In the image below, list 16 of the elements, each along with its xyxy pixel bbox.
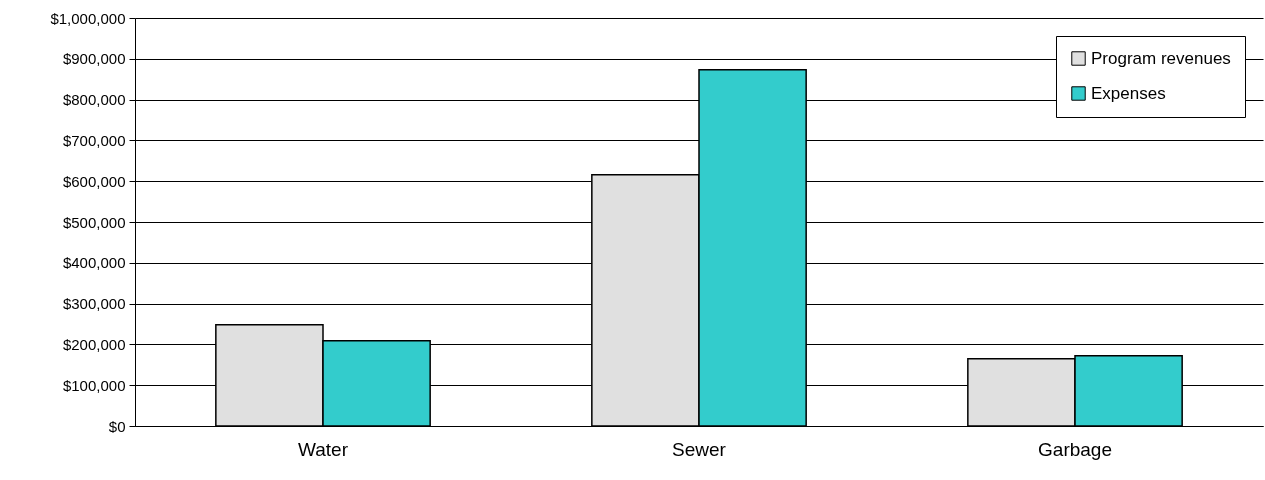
legend-label: Program revenues xyxy=(1091,48,1231,68)
y-tick-label: $1,000,000 xyxy=(50,9,126,27)
x-tick-label: Garbage xyxy=(1038,438,1112,460)
y-tick-label: $500,000 xyxy=(62,213,126,231)
y-tick-label: $900,000 xyxy=(62,50,126,68)
y-tick-label: $100,000 xyxy=(62,376,126,394)
legend-label: Expenses xyxy=(1091,83,1166,103)
y-tick-label: $700,000 xyxy=(62,131,126,149)
y-tick-label: $800,000 xyxy=(62,91,126,109)
y-tick-label: $400,000 xyxy=(62,254,126,272)
y-tick-label: $600,000 xyxy=(62,172,126,190)
x-tick-label: Sewer xyxy=(672,438,727,460)
y-tick-label: $0 xyxy=(108,417,126,435)
y-tick-label: $200,000 xyxy=(62,335,126,353)
y-tick-label: $300,000 xyxy=(62,295,126,313)
x-tick-label: Water xyxy=(298,438,349,460)
